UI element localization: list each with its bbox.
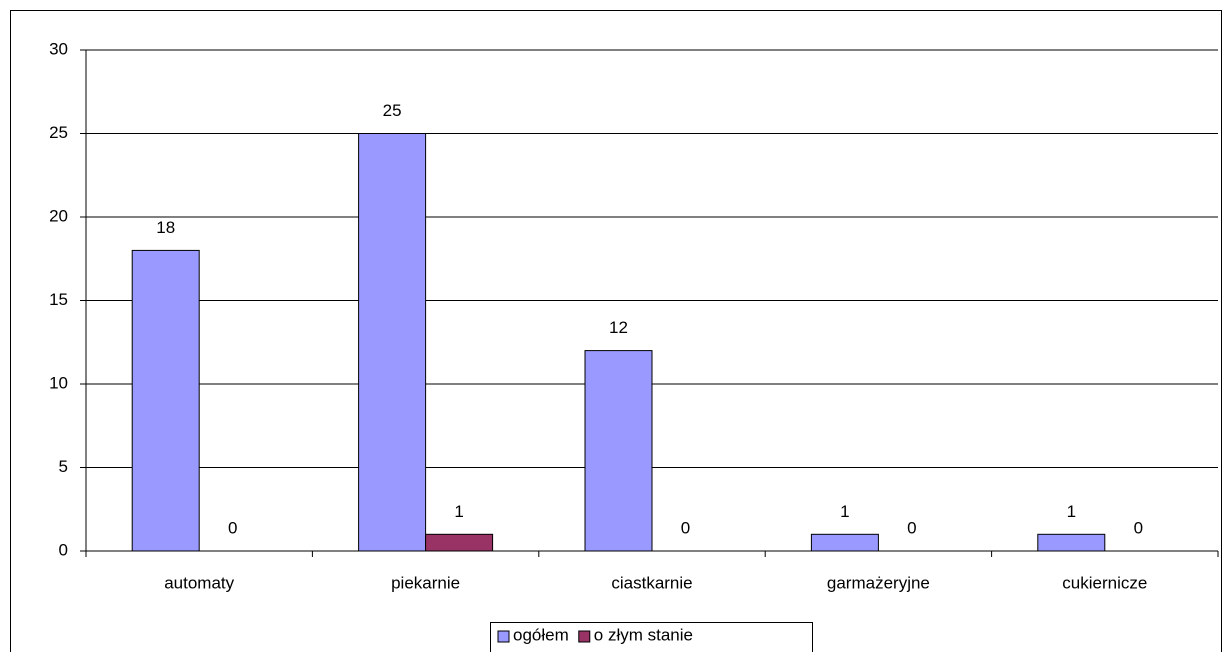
legend-swatch	[578, 630, 591, 643]
data-label: 1	[840, 502, 849, 521]
bar	[358, 133, 427, 552]
bar	[131, 249, 200, 552]
x-tick-label: automaty	[164, 573, 234, 592]
legend-label: o złym stanie	[594, 625, 693, 644]
x-tick-label: garmażeryjne	[827, 573, 930, 592]
data-label: 0	[228, 518, 237, 537]
x-tick-label: piekarnie	[391, 573, 460, 592]
legend-swatch	[497, 630, 510, 643]
x-tick-label: cukiernicze	[1062, 573, 1147, 592]
legend-label: ogółem	[513, 625, 569, 644]
y-tick-label: 20	[49, 206, 68, 225]
data-label: 0	[1134, 518, 1143, 537]
bar	[1037, 533, 1106, 552]
legend-box	[490, 622, 813, 652]
y-tick-label: 25	[49, 123, 68, 142]
bar	[584, 350, 653, 552]
y-tick-label: 15	[49, 290, 68, 309]
data-label: 12	[609, 318, 628, 337]
data-label: 1	[454, 502, 463, 521]
y-tick-label: 30	[49, 39, 68, 58]
data-label: 25	[383, 101, 402, 120]
bar	[425, 533, 494, 552]
data-label: 1	[1067, 502, 1076, 521]
data-label: 18	[156, 218, 175, 237]
data-label: 0	[907, 518, 916, 537]
data-label: 0	[681, 518, 690, 537]
x-tick-label: ciastkarnie	[611, 573, 692, 592]
bar	[810, 533, 879, 552]
y-tick-label: 5	[59, 457, 68, 476]
y-tick-label: 10	[49, 373, 68, 392]
y-tick-label: 0	[59, 540, 68, 559]
